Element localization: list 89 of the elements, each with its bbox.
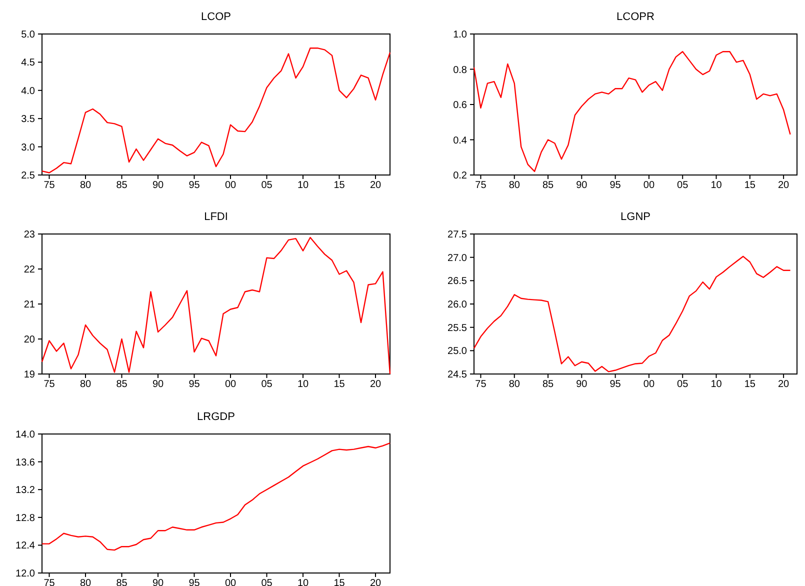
x-tick-label: 85 <box>542 180 554 191</box>
chart-title: LCOPR <box>616 11 654 23</box>
x-tick-label: 15 <box>334 379 346 390</box>
x-tick-label: 90 <box>152 379 164 390</box>
y-tick-label: 12.8 <box>16 512 36 524</box>
y-tick-label: 5.0 <box>21 30 36 40</box>
x-tick-label: 90 <box>576 180 588 191</box>
x-tick-label: 90 <box>152 180 164 191</box>
y-tick-label: 12.0 <box>16 568 36 580</box>
x-tick-label: 85 <box>116 578 128 586</box>
x-tick-label: 05 <box>261 578 273 586</box>
x-tick-label: 00 <box>643 379 655 390</box>
x-tick-label: 85 <box>542 379 554 390</box>
y-tick-label: 13.6 <box>16 457 36 468</box>
x-tick-label: 15 <box>744 180 756 191</box>
line-series <box>41 236 391 375</box>
chart-title: LFDI <box>204 211 228 223</box>
x-tick-label: 95 <box>188 379 200 390</box>
y-tick-label: 22 <box>24 264 36 276</box>
y-tick-label: 3.5 <box>21 114 36 126</box>
x-tick-label: 80 <box>80 578 92 586</box>
x-tick-label: 80 <box>508 379 520 390</box>
y-tick-label: 25.5 <box>448 322 468 334</box>
x-tick-label: 75 <box>44 379 56 390</box>
line-series <box>41 48 391 174</box>
line-series <box>473 256 791 372</box>
x-tick-label: 20 <box>370 180 382 191</box>
y-tick-label: 0.4 <box>453 135 468 146</box>
chart-title: LGNP <box>620 211 650 223</box>
y-tick-label: 0.6 <box>453 100 468 111</box>
y-tick-label: 0.2 <box>453 170 468 182</box>
y-tick-label: 19 <box>24 370 36 380</box>
y-tick-label: 27.5 <box>448 230 468 240</box>
y-tick-label: 26.0 <box>448 300 468 310</box>
x-tick-label: 75 <box>475 379 487 390</box>
y-tick-label: 1.0 <box>453 30 468 40</box>
y-tick-label: 26.5 <box>448 276 468 288</box>
x-tick-label: 90 <box>152 578 164 586</box>
y-tick-label: 23 <box>24 230 36 240</box>
y-tick-label: 12.4 <box>16 540 36 552</box>
x-tick-label: 10 <box>710 379 722 390</box>
x-tick-label: 95 <box>610 379 622 390</box>
y-tick-label: 27.0 <box>448 252 468 264</box>
x-tick-label: 00 <box>643 180 655 191</box>
x-tick-label: 05 <box>261 180 273 191</box>
y-tick-label: 0.8 <box>453 64 468 76</box>
x-tick-label: 95 <box>188 578 200 586</box>
x-tick-label: 00 <box>224 578 236 586</box>
x-tick-label: 05 <box>677 379 689 390</box>
x-tick-label: 20 <box>778 180 790 191</box>
x-tick-label: 00 <box>224 180 236 191</box>
y-tick-label: 20 <box>24 334 36 346</box>
x-tick-label: 80 <box>80 180 92 191</box>
x-tick-label: 05 <box>677 180 689 191</box>
x-tick-label: 85 <box>116 379 128 390</box>
chart-title: LCOP <box>201 11 231 23</box>
x-tick-label: 75 <box>475 180 487 191</box>
x-tick-label: 20 <box>370 379 382 390</box>
x-tick-label: 15 <box>334 578 346 586</box>
x-tick-label: 10 <box>710 180 722 191</box>
x-tick-label: 80 <box>80 379 92 390</box>
x-tick-label: 20 <box>778 379 790 390</box>
x-tick-label: 15 <box>744 379 756 390</box>
x-tick-label: 10 <box>297 379 309 390</box>
y-tick-label: 3.0 <box>21 142 36 154</box>
y-tick-label: 21 <box>24 300 36 310</box>
y-tick-label: 4.5 <box>21 58 36 69</box>
x-tick-label: 80 <box>508 180 520 191</box>
x-tick-label: 95 <box>610 180 622 191</box>
x-tick-label: 85 <box>116 180 128 191</box>
y-tick-label: 13.2 <box>16 485 36 496</box>
line-series <box>473 51 791 172</box>
x-tick-label: 05 <box>261 379 273 390</box>
y-tick-label: 24.5 <box>448 370 468 380</box>
y-tick-label: 4.0 <box>21 86 36 97</box>
x-tick-label: 00 <box>224 379 236 390</box>
x-tick-label: 90 <box>576 379 588 390</box>
y-tick-label: 25.0 <box>448 346 468 358</box>
line-series <box>41 442 391 551</box>
x-tick-label: 10 <box>297 578 309 586</box>
x-tick-label: 75 <box>44 578 56 586</box>
x-tick-label: 20 <box>370 578 382 586</box>
x-tick-label: 15 <box>334 180 346 191</box>
x-tick-label: 75 <box>44 180 56 191</box>
y-tick-label: 2.5 <box>21 170 36 182</box>
chart-title: LRGDP <box>197 411 235 423</box>
y-tick-label: 14.0 <box>16 430 36 440</box>
x-tick-label: 10 <box>297 180 309 191</box>
x-tick-label: 95 <box>188 180 200 191</box>
